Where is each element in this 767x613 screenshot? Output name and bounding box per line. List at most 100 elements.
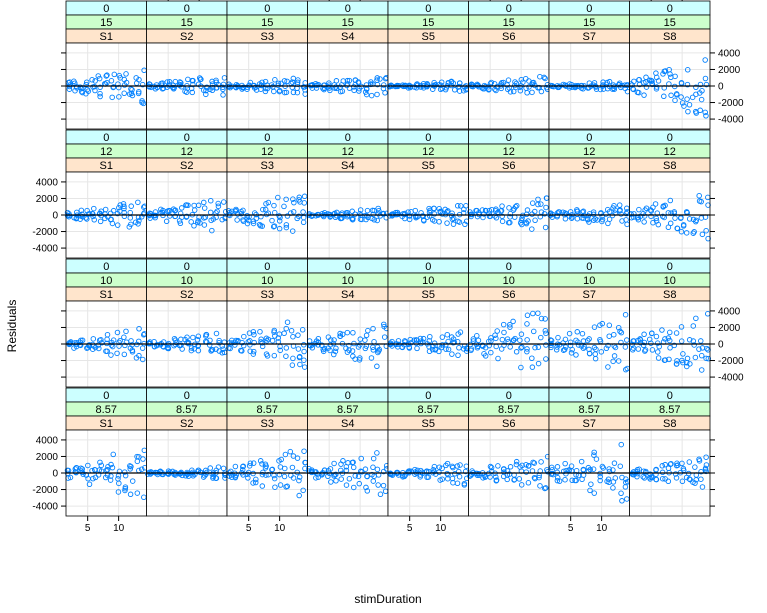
data-point [128,221,134,228]
data-point [86,481,93,488]
data-point [363,213,370,219]
data-point [203,331,210,338]
data-point [201,222,208,228]
data-point [363,484,369,491]
data-point [375,205,381,212]
strip-mid-label: 10 [503,275,515,287]
data-point [135,90,142,97]
data-point [680,359,686,366]
data-point [426,348,433,355]
data-point [579,209,586,215]
data-point [417,474,423,480]
data-point [374,450,380,456]
data-point [114,350,120,357]
data-point [370,455,377,462]
data-point [213,330,220,337]
data-point [443,462,449,469]
data-point [289,362,296,368]
strip-top-label: 0 [103,3,109,15]
data-point [374,363,380,370]
data-point [270,84,276,90]
data-point [642,347,649,353]
data-point [290,333,296,340]
strip-mid-label: 8.57 [579,404,600,416]
data-point [574,208,580,215]
data-point [482,208,489,214]
data-point [73,215,80,222]
data-point [90,346,96,352]
data-point [343,482,350,488]
data-point [692,480,698,486]
data-point [195,333,202,340]
data-point [331,82,338,88]
data-point [679,460,685,467]
data-point [400,211,406,217]
data-point [226,345,232,351]
data-point [653,218,660,224]
data-point [501,342,507,348]
data-point [183,89,190,95]
data-point [402,338,408,344]
data-point [431,211,438,217]
data-point [399,344,405,350]
data-point [370,325,376,332]
data-point [338,476,344,482]
data-point [414,345,420,352]
data-point [519,462,525,469]
data-point [692,354,699,361]
data-point [699,231,706,238]
data-point [264,337,270,344]
strip-top-label: 0 [667,3,673,15]
data-point [365,327,371,334]
data-point [240,463,246,469]
data-point [629,471,636,478]
data-point [386,84,393,90]
data-point [139,81,146,88]
data-point [617,328,623,335]
data-point [488,79,495,86]
data-point [605,342,611,349]
data-point [271,475,278,482]
data-point [555,334,561,341]
data-point [407,336,414,343]
data-point [660,213,666,220]
data-point [649,330,655,337]
data-point [138,466,145,472]
strip-subject-label: S5 [422,31,435,43]
data-point [140,356,146,363]
data-point [592,355,599,362]
data-point [321,86,327,93]
data-point [84,79,90,86]
data-point [499,213,505,220]
data-point [233,337,239,344]
data-point [702,465,709,472]
data-point [399,213,405,220]
data-point [513,458,520,465]
data-point [370,478,377,484]
data-point [536,84,543,91]
data-point [618,490,624,497]
data-point [296,474,303,480]
data-point [208,348,214,354]
data-point [340,458,346,464]
data-point [518,482,525,488]
data-point [185,202,191,209]
data-point [259,483,266,489]
strip-subject-label: S8 [663,31,676,43]
data-point [238,208,244,215]
data-point [289,228,296,234]
data-point [529,355,535,362]
data-point [444,220,450,226]
data-point [355,473,362,480]
y-tick-label-left: -2000 [32,485,58,496]
data-point [290,475,297,481]
data-point [216,339,222,346]
data-point [140,332,147,338]
data-point [693,315,699,322]
data-point [244,471,250,478]
data-point [696,456,702,463]
data-point [689,94,696,101]
data-point [289,79,296,85]
data-point [486,342,492,349]
data-point [518,217,525,224]
